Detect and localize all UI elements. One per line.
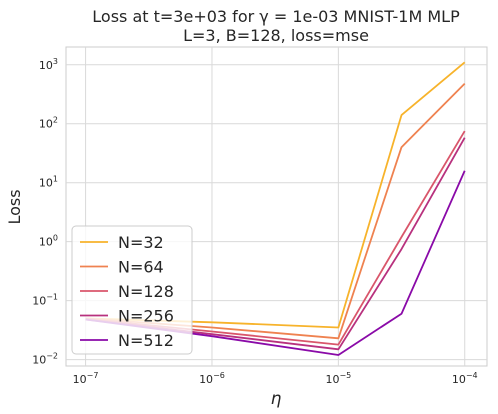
y-tick-label: 103: [39, 57, 58, 72]
y-tick-label: 100: [39, 234, 58, 249]
x-axis-label: η: [271, 389, 282, 409]
y-tick-label: 102: [39, 116, 58, 131]
x-tick-label: 10−4: [452, 371, 478, 386]
legend-label: N=256: [118, 307, 174, 326]
chart-title-line1: Loss at t=3e+03 for γ = 1e-03 MNIST-1M M…: [92, 7, 460, 26]
x-tick-label: 10−5: [325, 371, 351, 386]
legend: N=32 N=64 N=128 N=256 N=512: [71, 225, 193, 355]
chart-title-line2: L=3, B=128, loss=mse: [183, 26, 369, 45]
x-tick-label: 10−6: [199, 371, 225, 386]
y-axis-label: Loss: [5, 189, 24, 224]
y-tick-labels: 10−2 10−1 100 101 102 103: [32, 57, 58, 367]
x-tick-labels: 10−7 10−6 10−5 10−4: [73, 371, 478, 386]
legend-label: N=32: [118, 233, 164, 252]
y-tick-label: 10−2: [32, 352, 58, 367]
legend-label: N=64: [118, 258, 164, 277]
legend-box: [71, 225, 193, 355]
y-tick-label: 10−1: [32, 293, 58, 308]
y-tick-label: 101: [39, 175, 58, 190]
x-tick-label: 10−7: [73, 371, 99, 386]
legend-label: N=512: [118, 331, 174, 350]
legend-label: N=128: [118, 282, 174, 301]
